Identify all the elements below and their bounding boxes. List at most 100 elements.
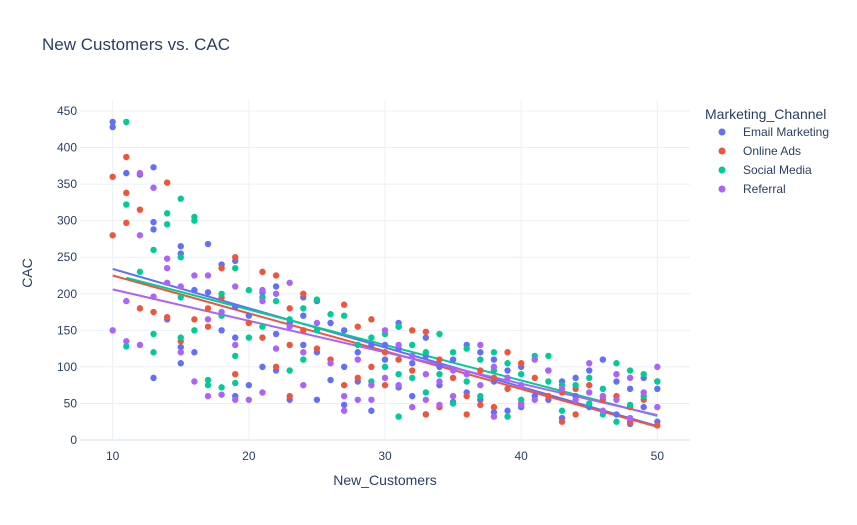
data-point[interactable] <box>150 184 157 191</box>
data-point[interactable] <box>123 118 130 126</box>
data-point[interactable] <box>490 374 498 382</box>
data-point[interactable] <box>436 363 443 371</box>
data-point[interactable] <box>517 396 525 403</box>
data-point[interactable] <box>232 334 239 341</box>
data-point[interactable] <box>477 341 484 349</box>
data-point[interactable] <box>109 173 116 180</box>
data-point[interactable] <box>586 360 593 367</box>
data-point[interactable] <box>572 396 579 403</box>
data-point[interactable] <box>177 243 184 250</box>
data-point[interactable] <box>354 396 361 403</box>
data-point[interactable] <box>340 363 348 371</box>
data-point[interactable] <box>449 392 457 400</box>
data-point[interactable] <box>177 360 184 367</box>
data-point[interactable] <box>136 305 144 312</box>
data-point[interactable] <box>654 385 661 393</box>
data-point[interactable] <box>232 283 239 290</box>
data-point[interactable] <box>504 385 511 393</box>
data-point[interactable] <box>449 356 457 363</box>
data-point[interactable] <box>463 378 470 385</box>
data-point[interactable] <box>150 246 157 254</box>
data-point[interactable] <box>368 363 375 371</box>
data-point[interactable] <box>218 290 225 297</box>
data-point[interactable] <box>191 316 198 323</box>
data-point[interactable] <box>150 293 157 300</box>
data-point[interactable] <box>123 169 130 177</box>
data-point[interactable] <box>586 400 593 407</box>
data-point[interactable] <box>381 349 389 356</box>
data-point[interactable] <box>136 206 144 213</box>
data-point[interactable] <box>150 226 157 233</box>
data-point[interactable] <box>191 286 198 294</box>
data-point[interactable] <box>626 385 634 393</box>
data-point[interactable] <box>449 349 457 356</box>
data-point[interactable] <box>286 323 293 330</box>
data-point[interactable] <box>436 401 443 409</box>
data-point[interactable] <box>409 352 416 360</box>
data-point[interactable] <box>340 301 348 308</box>
data-point[interactable] <box>381 327 389 334</box>
data-point[interactable] <box>123 338 130 345</box>
data-point[interactable] <box>340 327 348 334</box>
data-point[interactable] <box>599 392 607 400</box>
data-point[interactable] <box>626 414 634 422</box>
data-point[interactable] <box>204 376 212 384</box>
data-point[interactable] <box>477 381 484 389</box>
data-point[interactable] <box>395 323 402 330</box>
data-point[interactable] <box>300 327 307 334</box>
data-point[interactable] <box>177 254 184 261</box>
data-point[interactable] <box>163 264 171 272</box>
data-point[interactable] <box>504 413 511 420</box>
data-point[interactable] <box>327 319 334 327</box>
data-point[interactable] <box>490 403 498 411</box>
data-point[interactable] <box>259 286 266 294</box>
data-point[interactable] <box>191 349 198 356</box>
data-point[interactable] <box>123 297 130 305</box>
data-point[interactable] <box>191 327 198 334</box>
data-point[interactable] <box>477 356 484 363</box>
data-point[interactable] <box>218 391 225 398</box>
data-point[interactable] <box>272 297 280 305</box>
data-point[interactable] <box>531 356 538 363</box>
data-point[interactable] <box>177 294 184 301</box>
data-point[interactable] <box>517 370 525 378</box>
data-point[interactable] <box>463 345 470 352</box>
data-point[interactable] <box>545 378 552 385</box>
data-point[interactable] <box>150 164 157 171</box>
data-point[interactable] <box>313 327 321 334</box>
data-point[interactable] <box>259 268 266 276</box>
data-point[interactable] <box>245 312 253 319</box>
data-point[interactable] <box>163 279 171 286</box>
data-point[interactable] <box>123 153 130 161</box>
data-point[interactable] <box>340 392 348 400</box>
data-point[interactable] <box>150 374 157 382</box>
data-point[interactable] <box>272 272 280 279</box>
data-point[interactable] <box>422 411 430 418</box>
legend-item[interactable]: Email Marketing <box>718 125 830 139</box>
data-point[interactable] <box>395 381 402 389</box>
data-point[interactable] <box>409 374 416 382</box>
data-point[interactable] <box>286 279 293 286</box>
data-point[interactable] <box>504 349 511 356</box>
data-point[interactable] <box>109 327 116 334</box>
data-point[interactable] <box>300 349 307 356</box>
data-point[interactable] <box>300 341 307 349</box>
data-point[interactable] <box>204 305 212 312</box>
data-point[interactable] <box>436 356 443 363</box>
data-point[interactable] <box>572 381 579 389</box>
data-point[interactable] <box>204 272 212 279</box>
data-point[interactable] <box>490 409 498 416</box>
data-point[interactable] <box>177 343 184 351</box>
data-point[interactable] <box>245 319 253 327</box>
data-point[interactable] <box>232 396 239 403</box>
data-point[interactable] <box>586 389 593 396</box>
data-point[interactable] <box>109 232 116 239</box>
data-point[interactable] <box>272 290 280 297</box>
data-point[interactable] <box>436 370 443 378</box>
data-point[interactable] <box>204 323 212 330</box>
data-point[interactable] <box>504 374 511 382</box>
data-point[interactable] <box>381 341 389 349</box>
data-point[interactable] <box>313 345 321 352</box>
data-point[interactable] <box>586 367 593 374</box>
data-point[interactable] <box>300 356 307 363</box>
